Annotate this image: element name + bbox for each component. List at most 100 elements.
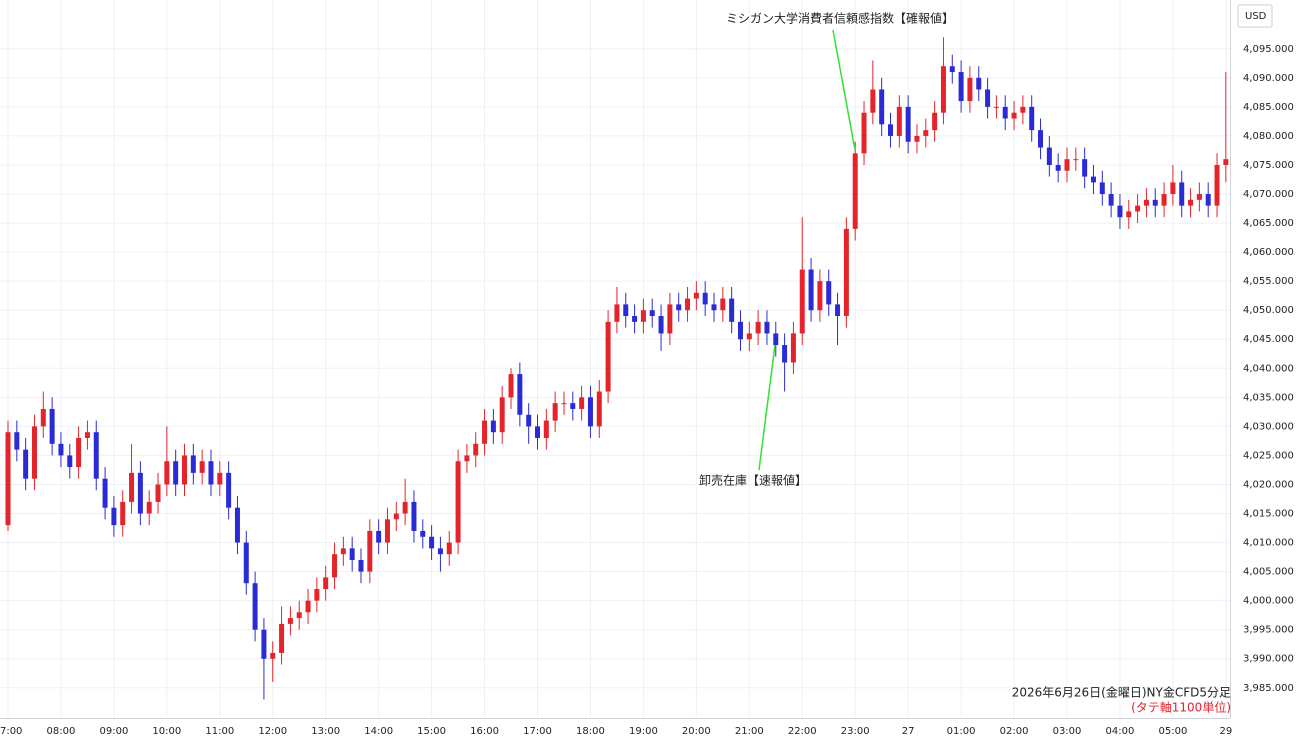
y-tick-label: 4,035.000: [1243, 392, 1294, 403]
candle-body: [870, 89, 876, 113]
candle-body: [164, 461, 170, 485]
candle-body: [182, 455, 187, 485]
candle-body: [146, 501, 152, 514]
candle-body: [1205, 194, 1211, 206]
x-tick-label: 20:00: [682, 726, 711, 737]
candle-body: [287, 618, 293, 624]
candle-body: [1038, 130, 1044, 148]
y-tick-label: 4,070.000: [1243, 189, 1294, 200]
x-tick-label: 22:00: [788, 726, 817, 737]
candle-body: [640, 310, 646, 322]
candle-body: [552, 403, 558, 421]
candle-body: [543, 420, 549, 439]
candle-body: [508, 374, 514, 398]
candle-body: [111, 507, 117, 526]
y-tick-label: 4,090.000: [1243, 73, 1294, 84]
candle-body: [279, 623, 285, 653]
candle-body: [393, 513, 399, 520]
annotation-pointer: [758, 344, 776, 471]
candle-body: [1196, 194, 1202, 200]
candle-body: [1126, 211, 1132, 218]
candle-body: [773, 333, 779, 346]
candle-body: [1055, 164, 1061, 171]
candle-body: [58, 443, 64, 456]
candle-body: [437, 548, 443, 555]
candle-body: [985, 89, 991, 107]
annotation: 卸売在庫【速報値】: [699, 473, 807, 488]
candle-body: [746, 333, 752, 340]
candle-body: [376, 530, 382, 543]
candle-body: [1011, 112, 1017, 119]
candle-body: [782, 345, 788, 363]
candle-body: [1161, 194, 1167, 206]
y-tick-label: 4,020.000: [1243, 479, 1294, 490]
candle-body: [852, 153, 858, 229]
candle-body: [826, 281, 832, 305]
candle-body: [499, 397, 505, 433]
candle-body: [658, 316, 664, 334]
candle-body: [720, 298, 726, 311]
candle-body: [358, 559, 364, 572]
candle-body: [314, 589, 320, 601]
candle-body: [914, 135, 920, 142]
candle-body: [102, 478, 108, 508]
annotation-pointer: [832, 29, 856, 151]
candle-body: [243, 542, 249, 584]
candle-body: [861, 112, 867, 154]
candle-body: [676, 304, 682, 311]
candle-body: [614, 304, 620, 322]
candle-body: [667, 304, 673, 334]
x-tick-label: 19:00: [629, 726, 658, 737]
candle-body: [949, 66, 955, 73]
candle-body: [217, 472, 223, 485]
candle-body: [808, 269, 814, 311]
candle-body: [384, 519, 390, 543]
candle-body: [932, 112, 938, 131]
candle-body: [23, 449, 29, 479]
x-tick-label: 23:00: [841, 726, 870, 737]
candle-body: [76, 438, 82, 468]
y-tick-label: 4,015.000: [1243, 509, 1294, 520]
candle-body: [958, 72, 964, 102]
candle-body: [40, 408, 46, 427]
candle-body: [905, 106, 911, 142]
candle-body: [817, 281, 823, 311]
y-tick-label: 4,045.000: [1243, 334, 1294, 345]
candle-body: [1152, 199, 1158, 206]
candle-body: [729, 298, 735, 322]
candle-body: [402, 501, 408, 514]
candle-body: [605, 321, 611, 392]
candle-body: [596, 391, 602, 427]
candle-body: [535, 426, 540, 439]
candle-body: [261, 629, 267, 659]
candle-body: [490, 420, 496, 433]
y-tick-label: 4,040.000: [1243, 363, 1294, 374]
candle-body: [129, 472, 135, 502]
x-tick-label: 09:00: [99, 726, 128, 737]
candle-body: [1188, 199, 1194, 206]
candle-body: [155, 484, 161, 502]
candle-body: [137, 472, 143, 514]
candle-body: [993, 106, 999, 108]
candle-body: [579, 397, 585, 409]
candle-body: [1029, 106, 1035, 131]
candle-body: [737, 321, 743, 340]
candle-body: [693, 292, 699, 299]
y-tick-label: 4,010.000: [1243, 538, 1294, 549]
candle-body: [923, 130, 929, 136]
y-tick-label: 4,050.000: [1243, 305, 1294, 316]
x-tick-label: 02:00: [1000, 726, 1029, 737]
candle-body: [1117, 205, 1123, 218]
candle-body: [5, 432, 11, 526]
candle-body: [208, 461, 214, 485]
candle-body: [93, 432, 99, 479]
candle-body: [332, 554, 338, 578]
y-tick-label: 4,095.000: [1243, 44, 1294, 55]
candle-body: [429, 536, 435, 549]
candle-body: [1020, 106, 1026, 113]
candle-body: [482, 420, 488, 444]
candle-body: [190, 455, 196, 473]
candle-body: [411, 501, 417, 531]
